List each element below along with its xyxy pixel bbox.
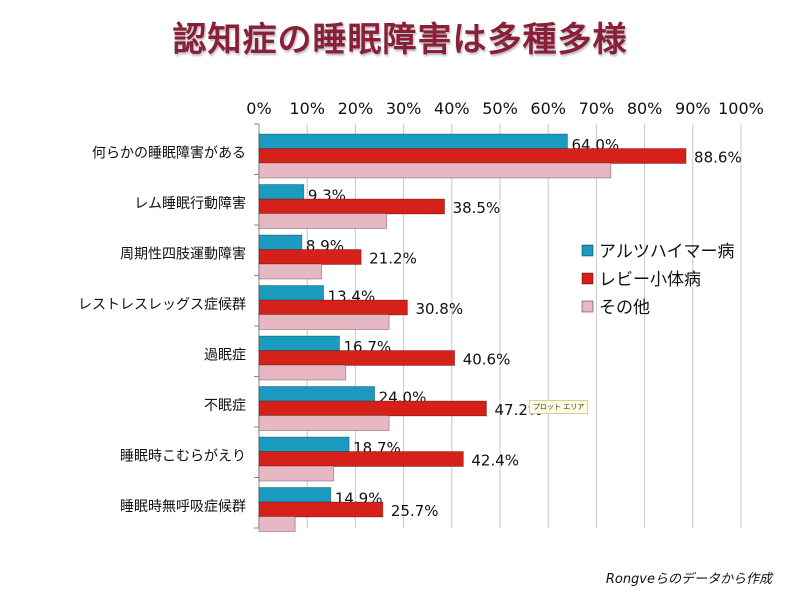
data-label: 40.6%	[463, 351, 511, 369]
x-tick-label: 20%	[338, 99, 374, 118]
bar-other	[258, 364, 347, 381]
bar-alzheimer	[258, 184, 305, 200]
data-label: 88.6%	[694, 149, 742, 167]
legend-swatch	[581, 244, 594, 257]
bar-lewy	[258, 198, 445, 215]
x-tick-label: 30%	[386, 99, 422, 118]
bar-other	[258, 162, 612, 179]
x-tick-label: 40%	[434, 99, 470, 118]
chart-title: 認知症の睡眠障害は多種多様	[172, 20, 628, 60]
category-label: 何らかの睡眠障害がある	[92, 145, 246, 161]
category-label: 睡眠時こむらがえり	[120, 448, 246, 464]
data-label: 42.4%	[471, 452, 519, 470]
bar-lewy	[258, 299, 408, 316]
bar-alzheimer	[258, 436, 350, 453]
x-tick-label: 80%	[627, 99, 663, 118]
x-tick-label: 0%	[246, 99, 271, 118]
category-label: 睡眠時無呼吸症候群	[120, 499, 246, 515]
bar-other	[258, 516, 296, 532]
legend-label: その他	[599, 298, 650, 318]
x-tick-label: 100%	[718, 99, 764, 118]
bar-alzheimer	[258, 234, 303, 251]
category-label: 不眠症	[204, 398, 246, 414]
data-label: 30.8%	[415, 300, 463, 318]
legend-swatch	[581, 300, 594, 313]
category-label: レストレスレッグス症候群	[78, 297, 246, 313]
bar-other	[258, 314, 390, 330]
bar-lewy	[258, 400, 487, 417]
plot-area-tooltip: プロット エリア	[529, 400, 589, 414]
bar-lewy	[258, 501, 384, 518]
category-label: 過眠症	[204, 347, 246, 363]
bar-lewy	[258, 249, 362, 265]
bar-other	[258, 465, 335, 482]
x-tick-label: 60%	[530, 99, 566, 118]
bar-alzheimer	[258, 386, 376, 402]
data-label: 21.2%	[369, 250, 417, 268]
bar-other	[258, 415, 390, 431]
legend-label: アルツハイマー病	[599, 242, 735, 262]
legend-label: レビー小体病	[599, 270, 701, 290]
data-label: 25.7%	[391, 502, 439, 520]
bar-other	[258, 213, 388, 229]
bar-alzheimer	[258, 335, 340, 352]
bar-lewy	[258, 451, 464, 467]
bar-alzheimer	[258, 487, 332, 503]
category-label: レム睡眠行動障害	[134, 196, 246, 212]
bar-lewy	[258, 350, 456, 366]
source-note: Rongveらのデータから作成	[605, 572, 772, 587]
x-tick-label: 50%	[482, 99, 518, 118]
bar-other	[258, 263, 323, 280]
x-tick-label: 10%	[289, 99, 325, 118]
x-tick-label: 70%	[579, 99, 615, 118]
bar-lewy	[258, 148, 687, 164]
data-label: 38.5%	[453, 199, 501, 217]
bar-alzheimer	[258, 133, 568, 150]
category-label: 周期性四肢運動障害	[120, 246, 246, 262]
x-tick-label: 90%	[675, 99, 711, 118]
bar-alzheimer	[258, 285, 324, 301]
legend-swatch	[581, 272, 594, 285]
